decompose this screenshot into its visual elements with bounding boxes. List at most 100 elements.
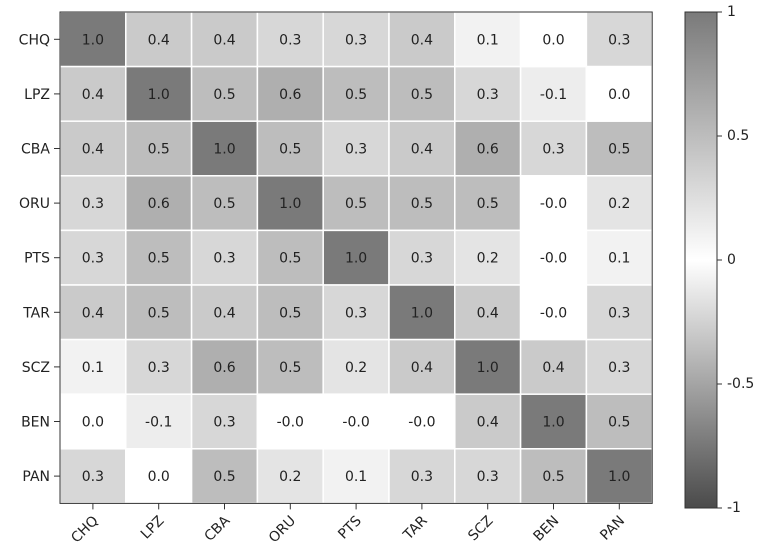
- heatmap-cell-lpz-pts: [322, 65, 390, 122]
- cell-value-label: 0.0: [608, 87, 630, 103]
- cell-value-label: 0.5: [279, 305, 301, 321]
- cell-value-label: 0.4: [477, 305, 499, 321]
- y-tick-label-cba: CBA: [21, 142, 50, 158]
- heatmap-cell-cba-chq: [59, 120, 127, 177]
- cell-value-label: 0.6: [477, 142, 499, 158]
- cell-value-label: -0.0: [277, 415, 304, 431]
- heatmap-cell-pan-scz: [454, 448, 522, 505]
- cell-value-label: 0.6: [279, 87, 301, 103]
- cell-value-label: 0.3: [279, 32, 301, 48]
- heatmap-cell-tar-chq: [59, 284, 127, 341]
- cell-value-label: 0.3: [345, 305, 367, 321]
- cell-value-label: 0.5: [279, 142, 301, 158]
- heatmap-cell-pts-tar: [388, 229, 456, 286]
- heatmap-cell-pan-lpz: [125, 448, 193, 505]
- heatmap-cell-lpz-chq: [59, 65, 127, 122]
- cell-value-label: 0.4: [213, 305, 235, 321]
- cell-value-label: 1.0: [542, 415, 564, 431]
- heatmap-cell-scz-scz: [454, 338, 522, 395]
- x-axis: CHQ LPZ CBA ORU PTS TAR SCZ BEN PAN: [68, 503, 628, 546]
- cell-value-label: -0.1: [540, 87, 567, 103]
- heatmap-cell-tar-pan: [585, 284, 653, 341]
- cell-value-label: 0.5: [345, 196, 367, 212]
- x-tick-label-lpz: LPZ: [138, 513, 168, 543]
- cell-value-label: 0.3: [608, 305, 630, 321]
- y-axis: CHQ LPZ CBA ORU PTS TAR SCZ BEN PAN: [19, 32, 60, 485]
- cell-value-label: 0.5: [608, 415, 630, 431]
- colorbar-tick-label: 0: [727, 252, 736, 268]
- x-tick-label-tar: TAR: [400, 513, 431, 544]
- cell-value-label: 0.5: [279, 251, 301, 267]
- heatmap-cell-lpz-ben: [519, 65, 588, 122]
- heatmap-cell-oru-lpz: [125, 175, 193, 232]
- cell-value-label: 0.3: [477, 469, 499, 485]
- heatmap-cell-tar-cba: [190, 284, 259, 341]
- heatmap-cell-lpz-cba: [190, 65, 259, 122]
- heatmap-cell-ben-pan: [585, 393, 653, 450]
- heatmap-cell-ben-oru: [256, 393, 324, 450]
- heatmap-cell-tar-lpz: [125, 284, 193, 341]
- cell-value-label: 0.2: [608, 196, 630, 212]
- cell-value-label: 0.5: [279, 360, 301, 376]
- y-tick-label-chq: CHQ: [19, 32, 50, 48]
- heatmap-cell-ben-tar: [388, 393, 456, 450]
- heatmap-cell-lpz-pan: [585, 65, 653, 122]
- cell-value-label: 0.5: [213, 87, 235, 103]
- cell-value-label: 0.5: [411, 87, 433, 103]
- heatmap-cell-tar-ben: [519, 284, 588, 341]
- cell-value-label: 0.3: [411, 251, 433, 267]
- x-tick-label-pan: PAN: [597, 513, 628, 544]
- cell-value-label: 0.5: [542, 469, 564, 485]
- cell-value-label: 1.0: [213, 142, 235, 158]
- heatmap-cells: 1.0 0.4 0.4 0.3 0.3 0.4 0.1 0.0 0.3 0.4 1.0 0.5 0.6 0…: [59, 11, 653, 505]
- x-tick-label-ben: BEN: [531, 513, 563, 545]
- cell-value-label: 1.0: [345, 251, 367, 267]
- heatmap-cell-pan-chq: [59, 448, 127, 505]
- cell-value-label: -0.0: [540, 251, 567, 267]
- cell-value-label: 0.4: [411, 142, 433, 158]
- heatmap-cell-oru-pan: [585, 175, 653, 232]
- heatmap-cell-scz-lpz: [125, 338, 193, 395]
- cell-value-label: 0.3: [608, 360, 630, 376]
- y-tick-label-pan: PAN: [22, 469, 50, 485]
- cell-value-label: 0.3: [213, 251, 235, 267]
- heatmap-cell-tar-tar: [388, 284, 456, 341]
- cell-value-label: 1.0: [148, 87, 170, 103]
- cell-value-label: 0.1: [608, 251, 630, 267]
- heatmap-cell-cba-oru: [256, 120, 324, 177]
- cell-value-label: -0.0: [408, 415, 435, 431]
- cell-value-label: 0.2: [477, 251, 499, 267]
- colorbar: 1 0.5 0 -0.5 -1: [684, 4, 754, 516]
- heatmap-cell-pan-pts: [322, 448, 390, 505]
- heatmap-cell-oru-chq: [59, 175, 127, 232]
- heatmap-cell-cba-lpz: [125, 120, 193, 177]
- colorbar-tick-label: 1: [727, 4, 736, 20]
- y-tick-label-pts: PTS: [24, 251, 50, 267]
- heatmap-cell-tar-pts: [322, 284, 390, 341]
- heatmap-cell-pts-chq: [59, 229, 127, 286]
- cell-value-label: 0.3: [411, 469, 433, 485]
- heatmap-cell-lpz-scz: [454, 65, 522, 122]
- cell-value-label: 0.3: [82, 469, 104, 485]
- cell-value-label: 0.3: [148, 360, 170, 376]
- cell-value-label: -0.0: [342, 415, 369, 431]
- heatmap-cell-chq-tar: [388, 11, 456, 68]
- cell-value-label: 0.2: [279, 469, 301, 485]
- cell-value-label: 1.0: [477, 360, 499, 376]
- heatmap-cell-ben-pts: [322, 393, 390, 450]
- cell-value-label: 0.5: [411, 196, 433, 212]
- y-tick-label-scz: SCZ: [22, 360, 50, 376]
- cell-value-label: 0.3: [82, 196, 104, 212]
- cell-value-label: 0.5: [213, 196, 235, 212]
- cell-value-label: 0.5: [345, 87, 367, 103]
- cell-value-label: 0.4: [411, 360, 433, 376]
- heatmap-cell-ben-chq: [59, 393, 127, 450]
- cell-value-label: 0.3: [82, 251, 104, 267]
- cell-value-label: -0.0: [540, 196, 567, 212]
- heatmap-cell-chq-ben: [519, 11, 588, 68]
- cell-value-label: 0.5: [148, 142, 170, 158]
- heatmap-cell-pan-tar: [388, 448, 456, 505]
- cell-value-label: 0.2: [345, 360, 367, 376]
- x-tick-label-chq: CHQ: [68, 513, 101, 546]
